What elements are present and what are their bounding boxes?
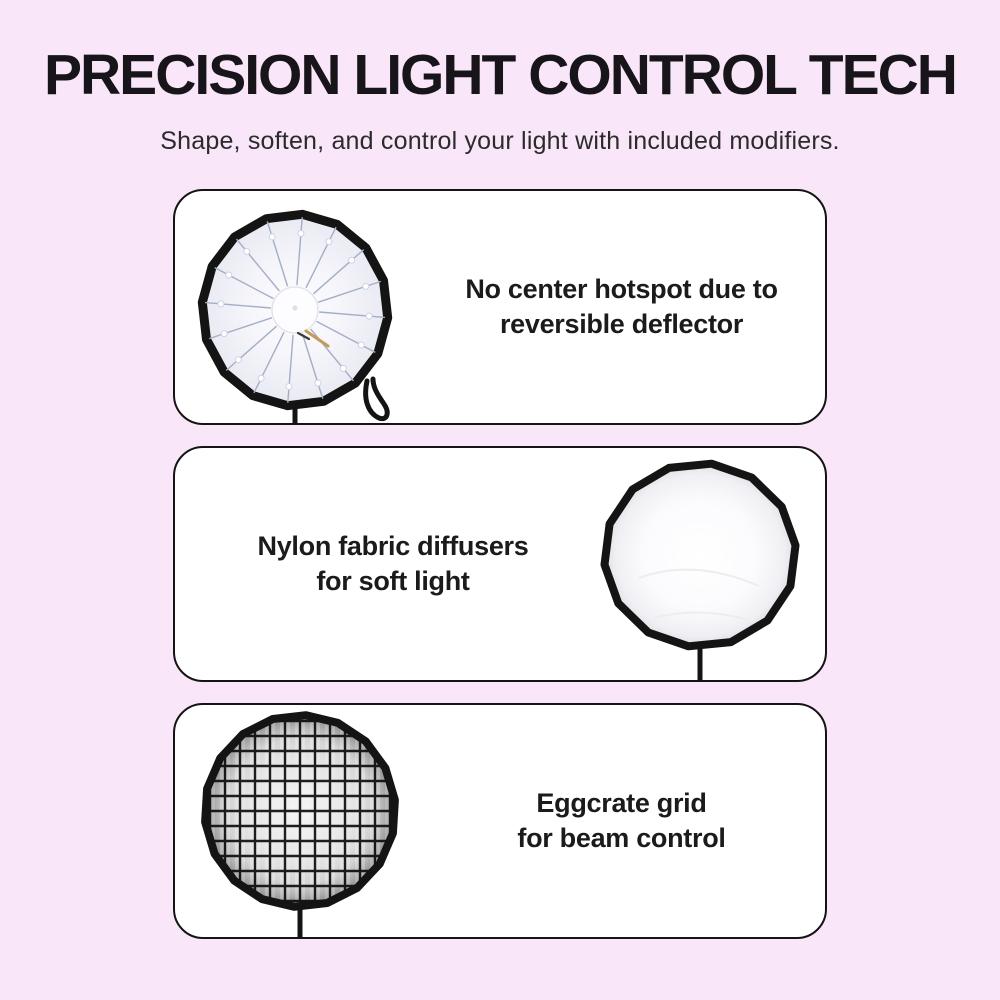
feature-caption-deflector: No center hotspot due to reversible defl… [430, 191, 813, 423]
feature-card-grid: Eggcrate grid for beam control [173, 702, 827, 939]
feature-caption-diffuser: Nylon fabric diffusers for soft light [189, 448, 597, 680]
feature-card-deflector: No center hotspot due to reversible defl… [173, 188, 827, 425]
caption-line: reversible deflector [499, 308, 744, 339]
header: PRECISION LIGHT CONTROL TECH Shape, soft… [0, 0, 1000, 156]
caption-line: Nylon fabric diffusers [257, 530, 529, 561]
feature-caption-grid: Eggcrate grid for beam control [430, 705, 813, 937]
caption-line: for soft light [316, 565, 470, 596]
caption-line: No center hotspot due to [465, 273, 778, 304]
caption-line: for beam control [517, 822, 726, 853]
page-subtitle: Shape, soften, and control your light wi… [160, 126, 840, 155]
feature-card-diffuser: Nylon fabric diffusers for soft light [173, 445, 827, 682]
eggcrate-softbox-photo [199, 708, 401, 937]
diffuser-softbox-photo [599, 458, 801, 680]
feature-cards: No center hotspot due to reversible defl… [173, 188, 827, 939]
page-title: PRECISION LIGHT CONTROL TECH [44, 43, 958, 107]
parabolic-softbox-photo [197, 207, 393, 423]
caption-line: Eggcrate grid [536, 787, 707, 818]
